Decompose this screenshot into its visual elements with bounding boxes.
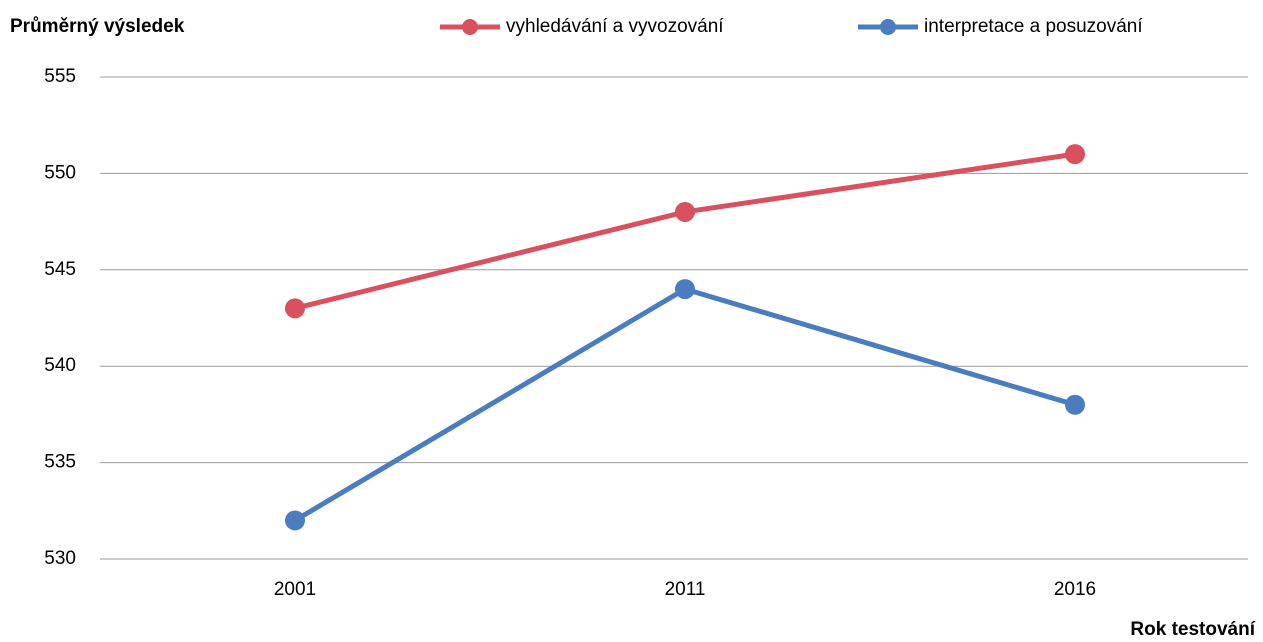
data-point: [675, 279, 695, 300]
y-tick-label: 555: [44, 66, 76, 87]
y-tick-label: 550: [44, 162, 76, 183]
legend-marker: [880, 19, 896, 35]
y-tick-label: 535: [44, 452, 76, 473]
y-tick-label: 530: [44, 548, 76, 569]
x-axis-title: Rok testování: [1130, 619, 1255, 640]
legend-label: interpretace a posuzování: [924, 16, 1143, 37]
data-point: [285, 298, 305, 319]
y-axis-title: Průměrný výsledek: [10, 16, 185, 37]
y-tick-label: 540: [44, 355, 76, 376]
x-tick-label: 2001: [274, 579, 316, 600]
x-tick-label: 2016: [1054, 579, 1096, 600]
series-line: [293, 286, 1076, 523]
data-point: [675, 201, 695, 222]
data-point: [1065, 144, 1085, 165]
x-tick-label: 2011: [665, 579, 706, 600]
y-tick-label: 545: [44, 259, 76, 280]
legend-marker: [462, 19, 478, 35]
legend-label: vyhledávání a vyvozování: [506, 16, 724, 37]
data-point: [1065, 394, 1085, 415]
data-point: [285, 510, 305, 531]
